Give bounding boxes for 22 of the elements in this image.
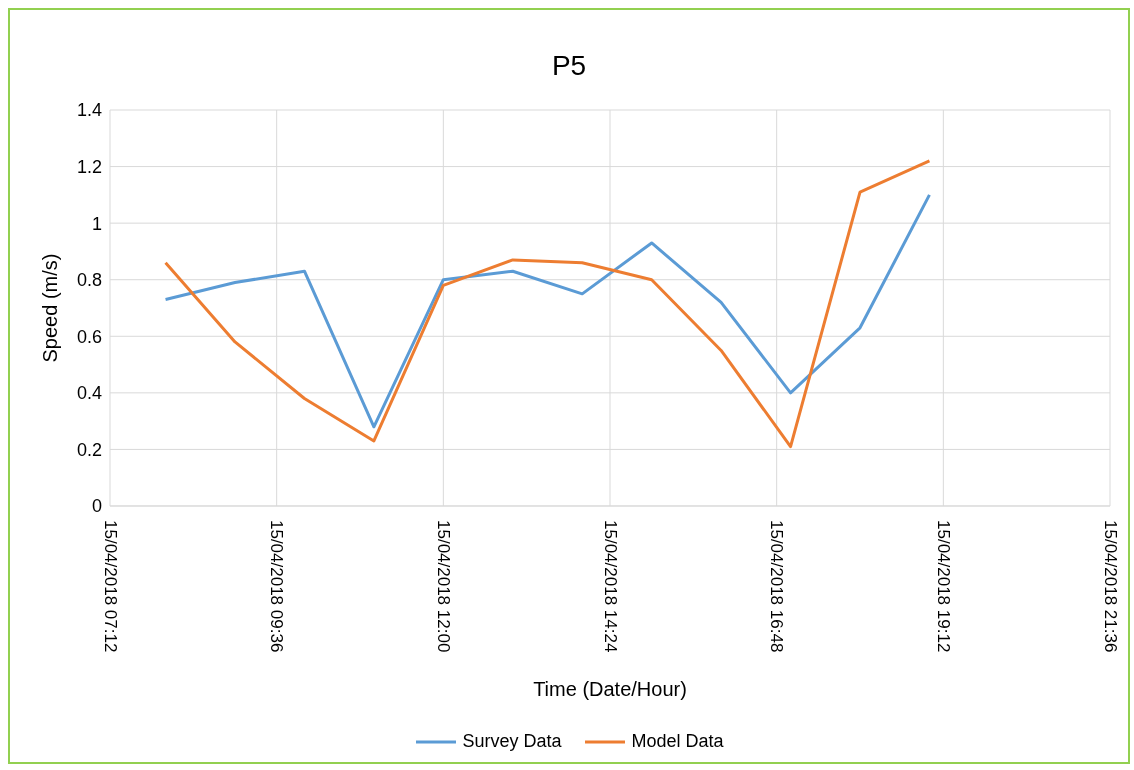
x-tick-label: 15/04/2018 19:12 [933, 520, 953, 653]
x-tick-label: 15/04/2018 16:48 [767, 520, 787, 653]
x-tick-label: 15/04/2018 12:00 [433, 520, 453, 653]
line-series [164, 159, 931, 449]
line-series [164, 193, 931, 429]
x-tick-label: 15/04/2018 07:12 [100, 520, 120, 653]
y-tick-label: 0.4 [76, 383, 102, 404]
legend-label: Model Data [631, 731, 724, 752]
y-tick-label: 1 [91, 213, 102, 234]
y-tick-label: 1.4 [76, 100, 102, 121]
x-tick-label: 15/04/2018 09:36 [267, 520, 287, 653]
chart-title: P5 [550, 50, 588, 82]
y-tick-label: 0.8 [76, 270, 102, 291]
x-tick-label: 15/04/2018 14:24 [600, 520, 620, 653]
y-tick-label: 0.2 [76, 439, 102, 460]
y-axis-title: Speed (m/s) [39, 253, 62, 363]
x-tick-label: 15/04/2018 21:36 [1100, 520, 1120, 653]
x-axis-title: Time (Date/Hour) [533, 678, 687, 700]
y-tick-label: 0.6 [76, 326, 102, 347]
legend-label: Survey Data [462, 731, 562, 752]
y-tick-label: 1.2 [76, 156, 102, 177]
y-tick-label: 0 [91, 496, 102, 517]
